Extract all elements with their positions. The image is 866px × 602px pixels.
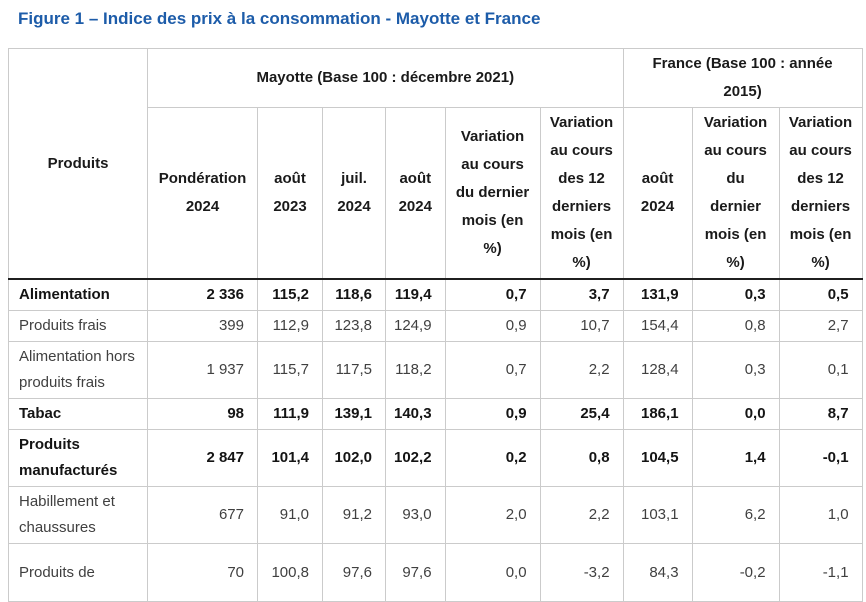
table-cell: 2,2 xyxy=(539,341,624,399)
table-row: Habillement et chaussures 677 91,0 91,2 93,0… xyxy=(8,486,863,544)
table-cell: 104,5 xyxy=(622,429,693,487)
row-label: Produits de xyxy=(8,543,148,602)
row-label: Habillement et chaussures xyxy=(8,486,148,544)
table-cell: 112,9 xyxy=(257,310,323,342)
table-cell: 1 937 xyxy=(147,341,258,399)
table-cell: 0,9 xyxy=(444,398,541,430)
table-cell: 118,6 xyxy=(322,278,386,311)
table-cell: 0,1 xyxy=(778,341,863,399)
column-header-variation-12-mois-france: Variation au cours des 12 derniers mois … xyxy=(778,107,863,280)
table-cell: 10,7 xyxy=(539,310,624,342)
table-cell: 102,2 xyxy=(385,429,446,487)
table-cell: 131,9 xyxy=(622,278,693,311)
row-label: Produits frais xyxy=(8,310,148,342)
column-header-juil-2024: juil. 2024 xyxy=(322,107,386,280)
figure-title: Figure 1 – Indice des prix à la consomma… xyxy=(18,9,541,28)
table-cell: 111,9 xyxy=(257,398,323,430)
table-cell: 84,3 xyxy=(622,543,693,602)
table-cell: 1,4 xyxy=(691,429,780,487)
table-cell: 677 xyxy=(147,486,258,544)
table-row: Alimentation hors produits frais 1 937 115… xyxy=(8,341,863,399)
table-cell: 102,0 xyxy=(322,429,386,487)
table-cell: 100,8 xyxy=(257,543,323,602)
table-cell: 25,4 xyxy=(539,398,624,430)
row-label: Alimentation xyxy=(8,278,148,311)
column-header-aout-2024: août 2024 xyxy=(385,107,446,280)
column-header-variation-dernier-mois-france: Variation au cours du dernier mois (en %… xyxy=(691,107,780,280)
table-row: Tabac 98 111,9 139,1 140,3 0,9 25,4 186,1 0,0 8,7 xyxy=(8,398,863,430)
table-cell: 0,7 xyxy=(444,278,541,311)
table-cell: 2,0 xyxy=(444,486,541,544)
table-cell: 91,2 xyxy=(322,486,386,544)
table-cell: -0,1 xyxy=(778,429,863,487)
column-group-mayotte: Mayotte (Base 100 : décembre 2021) xyxy=(147,48,624,108)
table-cell: 103,1 xyxy=(622,486,693,544)
row-label: Alimentation hors produits frais xyxy=(8,341,148,399)
row-label: Tabac xyxy=(8,398,148,430)
table-cell: 139,1 xyxy=(322,398,386,430)
column-header-aout-2023: août 2023 xyxy=(257,107,323,280)
table-cell: 91,0 xyxy=(257,486,323,544)
table-cell: 1,0 xyxy=(778,486,863,544)
table-cell: 2 847 xyxy=(147,429,258,487)
table-cell: 115,7 xyxy=(257,341,323,399)
cpi-table: Produits Mayotte (Base 100 : décembre 20… xyxy=(8,48,863,602)
table-cell: 3,7 xyxy=(539,278,624,311)
table-cell: 97,6 xyxy=(322,543,386,602)
table-cell: -1,1 xyxy=(778,543,863,602)
table-cell: 123,8 xyxy=(322,310,386,342)
table-row: Produits de 70 100,8 97,6 97,6 0,0 -3,2 84,3 -0,… xyxy=(8,543,863,602)
table-cell: 98 xyxy=(147,398,258,430)
table-cell: 140,3 xyxy=(385,398,446,430)
table-cell: 128,4 xyxy=(622,341,693,399)
table-cell: 70 xyxy=(147,543,258,602)
table-cell: 0,3 xyxy=(691,278,780,311)
table-cell: 2,7 xyxy=(778,310,863,342)
table-row: Produits frais 399 112,9 123,8 124,9 0,9 10,7 1… xyxy=(8,310,863,342)
table-cell: 2,2 xyxy=(539,486,624,544)
table-cell: 0,0 xyxy=(691,398,780,430)
table-cell: 0,7 xyxy=(444,341,541,399)
column-group-france: France (Base 100 : année 2015) xyxy=(622,48,863,108)
group-header-row: Produits Mayotte (Base 100 : décembre 20… xyxy=(8,48,863,280)
column-header-variation-12-mois-mayotte: Variation au cours des 12 derniers mois … xyxy=(539,107,624,280)
table-cell: 0,0 xyxy=(444,543,541,602)
row-label: Produits manufacturés xyxy=(8,429,148,487)
table-cell: 97,6 xyxy=(385,543,446,602)
column-header-variation-dernier-mois-mayotte: Variation au cours du dernier mois (en %… xyxy=(444,107,541,280)
table-cell: 124,9 xyxy=(385,310,446,342)
table-cell: 118,2 xyxy=(385,341,446,399)
table-cell: -0,2 xyxy=(691,543,780,602)
table-cell: 6,2 xyxy=(691,486,780,544)
table-row: Alimentation 2 336 115,2 118,6 119,4 0,7 3,7 13… xyxy=(8,278,863,311)
table-cell: 0,3 xyxy=(691,341,780,399)
table-cell: -3,2 xyxy=(539,543,624,602)
table-cell: 0,5 xyxy=(778,278,863,311)
table-cell: 0,2 xyxy=(444,429,541,487)
table-cell: 2 336 xyxy=(147,278,258,311)
table-cell: 93,0 xyxy=(385,486,446,544)
table-cell: 117,5 xyxy=(322,341,386,399)
table-cell: 0,9 xyxy=(444,310,541,342)
table-cell: 399 xyxy=(147,310,258,342)
table-cell: 0,8 xyxy=(691,310,780,342)
column-header-ponderation-2024: Pondération 2024 xyxy=(147,107,258,280)
table-header: Produits Mayotte (Base 100 : décembre 20… xyxy=(8,48,863,280)
table-row: Produits manufacturés 2 847 101,4 102,0 102,… xyxy=(8,429,863,487)
table-cell: 154,4 xyxy=(622,310,693,342)
table-cell: 186,1 xyxy=(622,398,693,430)
table-body: Alimentation 2 336 115,2 118,6 119,4 0,7 3,7 13… xyxy=(8,278,863,602)
table-cell: 0,8 xyxy=(539,429,624,487)
column-header-aout-2024-france: août 2024 xyxy=(622,107,693,280)
table-cell: 115,2 xyxy=(257,278,323,311)
table-cell: 8,7 xyxy=(778,398,863,430)
table-cell: 101,4 xyxy=(257,429,323,487)
column-header-row: Pondération 2024 août 2023 juil. 2024 août … xyxy=(9,107,863,280)
column-header-produits: Produits xyxy=(8,48,148,280)
table-cell: 119,4 xyxy=(385,278,446,311)
